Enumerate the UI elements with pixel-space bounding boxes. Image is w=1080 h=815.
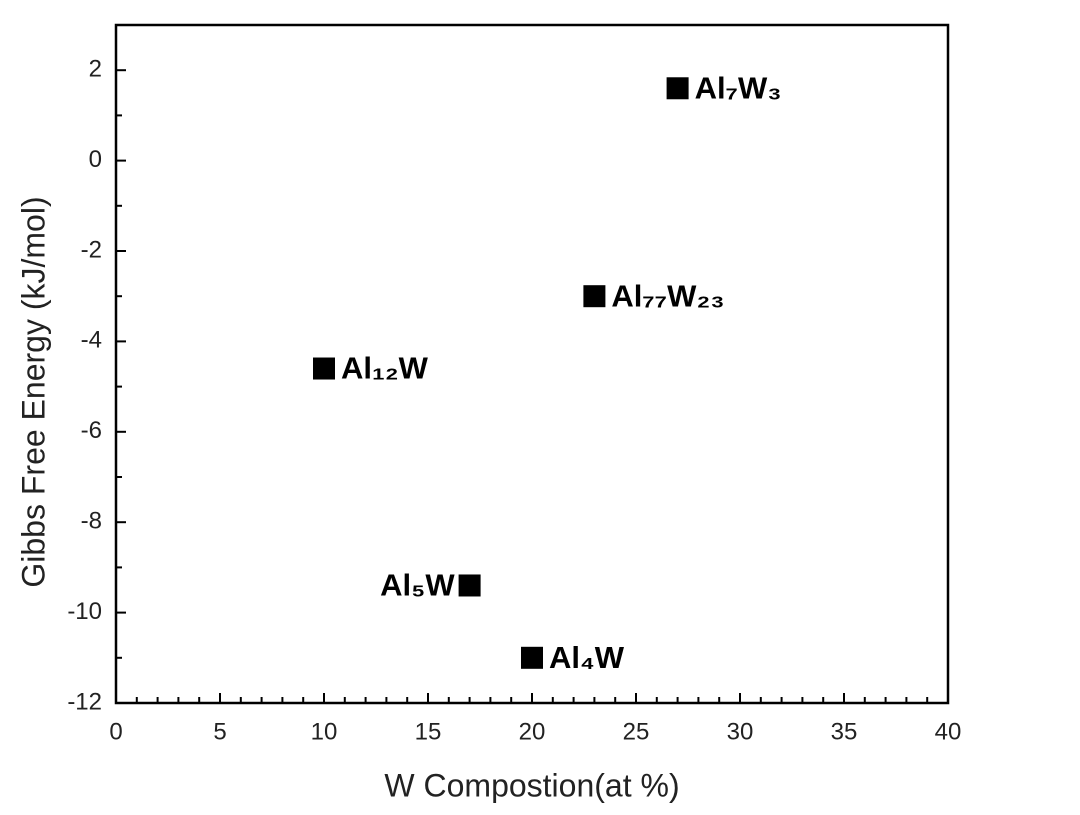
- point-label: Al₅W: [380, 568, 455, 603]
- x-tick-label: 40: [935, 718, 962, 745]
- y-tick-label: -6: [81, 417, 102, 444]
- plot-frame: [114, 23, 950, 705]
- y-tick-label: -12: [67, 688, 102, 715]
- point-label: Al₁₂W: [341, 351, 429, 386]
- x-tick-label: 5: [213, 718, 226, 745]
- y-tick-label: -2: [81, 236, 102, 263]
- x-tick-label: 35: [831, 718, 858, 745]
- y-tick-label: -4: [81, 327, 102, 354]
- x-tick-label: 25: [623, 718, 650, 745]
- x-axis-title: W Compostion(at %): [384, 767, 679, 803]
- x-tick-label: 15: [415, 718, 442, 745]
- point: [583, 285, 606, 308]
- point: [313, 357, 335, 380]
- point: [458, 574, 481, 597]
- point: [666, 77, 689, 100]
- x-tick-label: 30: [727, 718, 754, 745]
- point: [521, 646, 543, 669]
- y-axis-title: Gibbs Free Energy (kJ/mol): [15, 196, 51, 587]
- point-label: Al₇W₃: [695, 70, 782, 105]
- y-tick-label: 2: [89, 56, 102, 83]
- x-tick-label: 0: [109, 718, 122, 745]
- x-tick-label: 20: [519, 718, 546, 745]
- point-label: Al₇₇W₂₃: [611, 278, 724, 313]
- x-tick-label: 10: [311, 718, 338, 745]
- y-tick-label: -8: [81, 508, 102, 535]
- point-label: Al₄W: [549, 640, 625, 675]
- y-tick-label: 0: [89, 146, 102, 173]
- y-tick-label: -10: [67, 598, 102, 625]
